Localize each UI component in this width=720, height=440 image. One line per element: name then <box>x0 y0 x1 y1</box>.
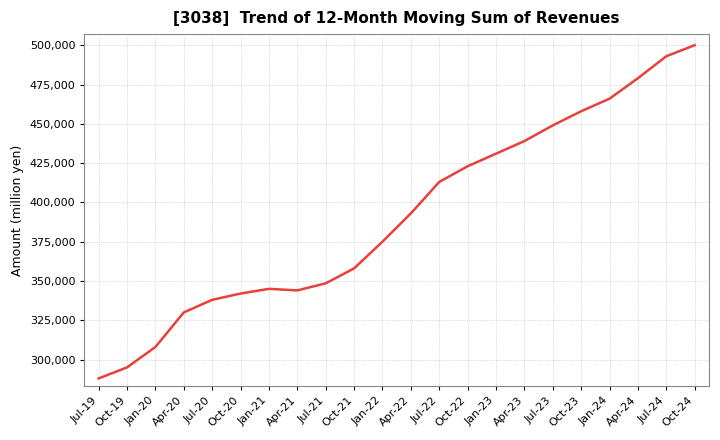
Y-axis label: Amount (million yen): Amount (million yen) <box>11 145 24 276</box>
Title: [3038]  Trend of 12-Month Moving Sum of Revenues: [3038] Trend of 12-Month Moving Sum of R… <box>174 11 620 26</box>
